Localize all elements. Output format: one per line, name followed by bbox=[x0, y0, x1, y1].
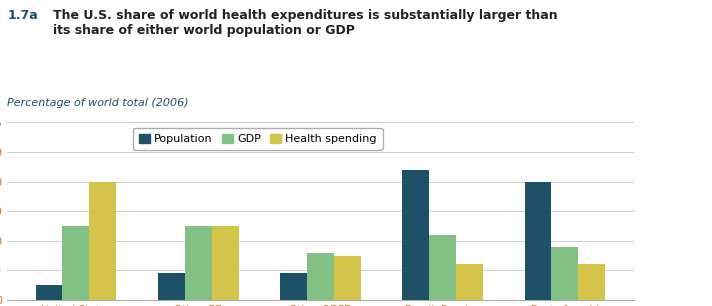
Text: The U.S. share of world health expenditures is substantially larger than
its sha: The U.S. share of world health expenditu… bbox=[53, 9, 558, 37]
Bar bbox=[456, 264, 483, 300]
Legend: Population, GDP, Health spending: Population, GDP, Health spending bbox=[133, 128, 382, 150]
Bar bbox=[307, 252, 334, 300]
Bar bbox=[551, 247, 578, 300]
Bar bbox=[90, 181, 116, 300]
Bar bbox=[211, 226, 239, 300]
Bar bbox=[334, 256, 361, 300]
Bar bbox=[429, 235, 456, 300]
Bar bbox=[402, 170, 429, 300]
Bar bbox=[158, 273, 184, 300]
Text: 1.7a: 1.7a bbox=[7, 9, 38, 22]
Bar bbox=[36, 285, 63, 300]
Bar bbox=[184, 226, 211, 300]
Bar bbox=[63, 226, 90, 300]
Bar bbox=[280, 273, 307, 300]
Text: Percentage of world total (2006): Percentage of world total (2006) bbox=[7, 98, 189, 108]
Bar bbox=[525, 181, 551, 300]
Bar bbox=[578, 264, 605, 300]
